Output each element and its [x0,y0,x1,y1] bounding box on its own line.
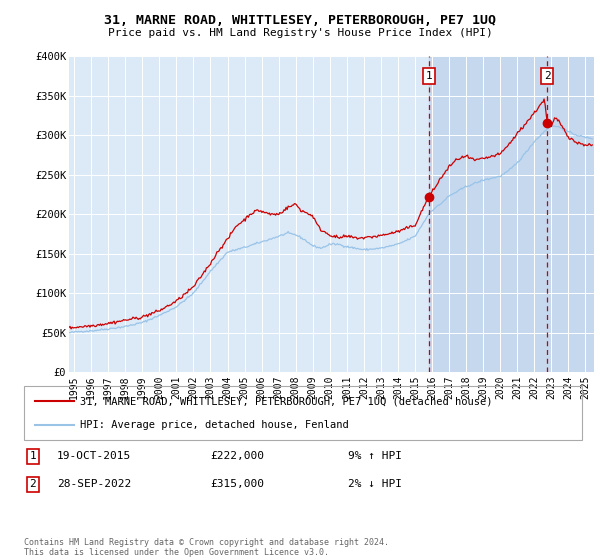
Text: 19-OCT-2015: 19-OCT-2015 [57,451,131,461]
Text: Contains HM Land Registry data © Crown copyright and database right 2024.
This d: Contains HM Land Registry data © Crown c… [24,538,389,557]
Text: Price paid vs. HM Land Registry's House Price Index (HPI): Price paid vs. HM Land Registry's House … [107,28,493,38]
Text: 2: 2 [29,479,37,489]
Bar [428,56,594,372]
Text: 2: 2 [544,71,550,81]
Text: 9% ↑ HPI: 9% ↑ HPI [348,451,402,461]
Text: 1: 1 [425,71,432,81]
Text: 31, MARNE ROAD, WHITTLESEY, PETERBOROUGH, PE7 1UQ (detached house): 31, MARNE ROAD, WHITTLESEY, PETERBOROUGH… [80,396,493,407]
Text: 31, MARNE ROAD, WHITTLESEY, PETERBOROUGH, PE7 1UQ: 31, MARNE ROAD, WHITTLESEY, PETERBOROUGH… [104,14,496,27]
Text: HPI: Average price, detached house, Fenland: HPI: Average price, detached house, Fenl… [80,419,349,430]
Text: 28-SEP-2022: 28-SEP-2022 [57,479,131,489]
Text: 1: 1 [29,451,37,461]
Text: £315,000: £315,000 [210,479,264,489]
Text: £222,000: £222,000 [210,451,264,461]
Text: 2% ↓ HPI: 2% ↓ HPI [348,479,402,489]
